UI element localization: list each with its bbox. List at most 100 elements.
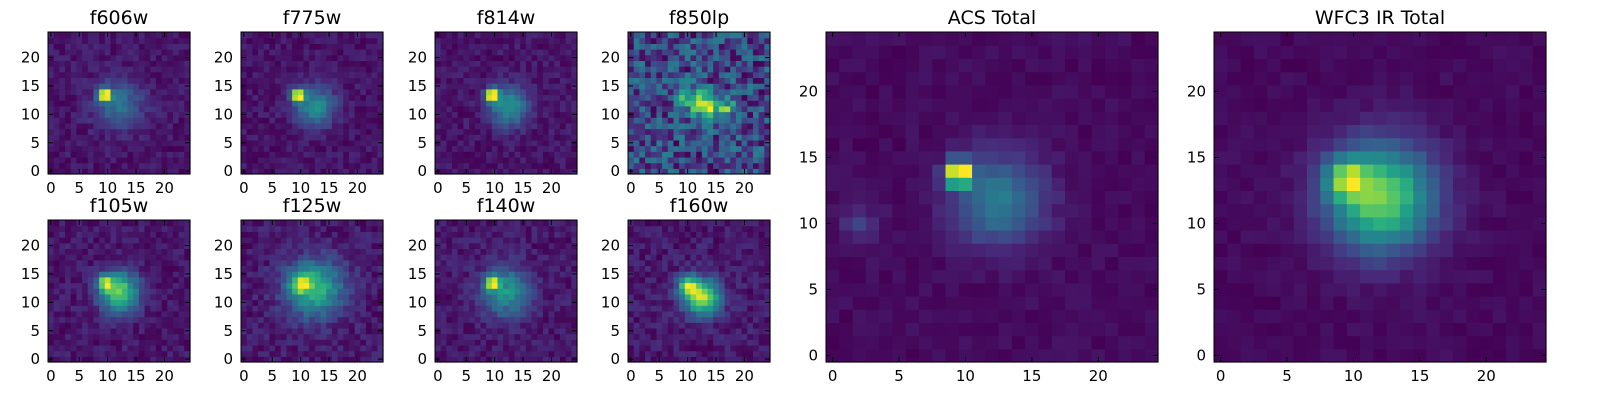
heatmap-cell: [104, 299, 112, 306]
heatmap-cell: [537, 305, 544, 312]
heatmap-cell: [639, 139, 646, 147]
heatmap-cell: [701, 139, 709, 147]
heatmap-cell: [354, 339, 361, 346]
heatmap-cell: [645, 168, 652, 175]
heatmap-cell: [59, 350, 66, 357]
heatmap-cell: [525, 276, 533, 284]
heatmap-cell: [167, 237, 174, 244]
heatmap-cell: [246, 105, 253, 113]
heatmap-cell: [326, 100, 333, 107]
heatmap-cell: [497, 43, 504, 50]
heatmap-cell: [59, 225, 66, 232]
heatmap-cell: [133, 83, 140, 90]
heatmap-cell: [246, 327, 253, 335]
heatmap-cell: [104, 288, 112, 295]
heatmap-cell: [104, 237, 112, 244]
heatmap-cell: [559, 94, 567, 101]
heatmap-cell: [497, 282, 504, 289]
heatmap-cell: [326, 60, 333, 67]
heatmap-cell: [263, 162, 270, 169]
heatmap-cell: [172, 54, 180, 61]
heatmap-cell: [263, 310, 270, 318]
heatmap-cell: [138, 344, 146, 352]
heatmap-cell: [258, 271, 265, 278]
heatmap-cell: [571, 344, 578, 352]
heatmap-cell: [286, 105, 293, 113]
heatmap-cell: [161, 128, 168, 135]
heatmap-cell: [508, 344, 516, 352]
heatmap-cell: [497, 83, 504, 90]
heatmap-cell: [161, 225, 168, 232]
heatmap-cell: [326, 299, 333, 306]
heatmap-cell: [469, 168, 476, 175]
heatmap-cell: [348, 327, 356, 335]
heatmap-cell: [93, 356, 100, 363]
heatmap-cell: [87, 88, 95, 96]
heatmap-cell: [565, 237, 572, 244]
heatmap-cell: [87, 117, 95, 124]
heatmap-cell: [59, 100, 66, 107]
heatmap-cell: [559, 282, 567, 289]
heatmap-cell: [371, 37, 378, 44]
heatmap-cell: [741, 162, 748, 169]
heatmap-cell: [99, 162, 106, 169]
heatmap-cell: [469, 32, 476, 39]
heatmap-cell: [758, 60, 765, 67]
heatmap-cell: [718, 139, 726, 147]
heatmap-cell: [82, 60, 89, 67]
heatmap-cell: [463, 333, 470, 340]
heatmap-cell: [571, 162, 578, 169]
heatmap-cell: [70, 145, 77, 152]
heatmap-cell: [559, 156, 567, 164]
heatmap-cell: [348, 168, 356, 175]
heatmap-cell: [537, 43, 544, 50]
heatmap-cell: [348, 139, 356, 147]
heatmap-cell: [275, 339, 282, 346]
heatmap-cell: [133, 299, 140, 306]
heatmap-cell: [348, 37, 356, 44]
heatmap-cell: [65, 88, 72, 96]
heatmap-cell: [246, 111, 253, 118]
heatmap-cell: [65, 156, 72, 164]
heatmap-cell: [326, 128, 333, 135]
heatmap-cell: [320, 254, 327, 261]
heatmap-cell: [673, 88, 680, 96]
heatmap-cell: [639, 49, 646, 56]
heatmap-cell: [127, 100, 134, 107]
heatmap-cell: [707, 299, 714, 306]
heatmap-cell: [99, 310, 106, 318]
heatmap-cell: [116, 322, 123, 329]
heatmap-cell: [548, 77, 555, 84]
heatmap-cell: [480, 339, 487, 346]
heatmap-cell: [99, 168, 106, 175]
heatmap-cell: [93, 339, 100, 346]
heatmap-cell: [309, 259, 316, 267]
heatmap-cell: [337, 333, 344, 340]
heatmap-cell: [656, 339, 663, 346]
heatmap-cell: [525, 88, 533, 96]
heatmap-cell: [633, 94, 640, 101]
heatmap-cell: [764, 339, 771, 346]
heatmap-cell: [514, 66, 521, 73]
heatmap-cell: [258, 100, 265, 107]
heatmap-cell: [628, 339, 635, 346]
heatmap-cell: [548, 271, 555, 278]
heatmap-cell: [59, 77, 66, 84]
heatmap-cell: [354, 105, 361, 113]
heatmap-cell: [76, 77, 83, 84]
heatmap-cell: [730, 71, 737, 79]
heatmap-cell: [452, 322, 459, 329]
heatmap-cell: [354, 77, 361, 84]
heatmap-cell: [167, 271, 174, 278]
heatmap-cell: [707, 344, 714, 352]
heatmap-cell: [286, 94, 293, 101]
heatmap-cell: [440, 305, 447, 312]
heatmap-cell: [457, 111, 464, 118]
heatmap-cell: [684, 305, 692, 312]
heatmap-cell: [99, 248, 106, 255]
heatmap-cell: [525, 237, 533, 244]
heatmap-cell: [343, 94, 350, 101]
heatmap-cell: [735, 71, 743, 79]
heatmap-cell: [331, 276, 339, 284]
heatmap-cell: [542, 37, 550, 44]
